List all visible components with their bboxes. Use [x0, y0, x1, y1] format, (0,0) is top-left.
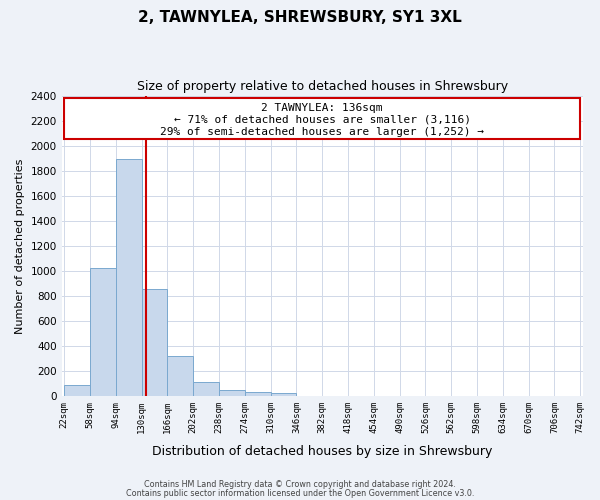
- Text: Contains public sector information licensed under the Open Government Licence v3: Contains public sector information licen…: [126, 488, 474, 498]
- Text: 2 TAWNYLEA: 136sqm: 2 TAWNYLEA: 136sqm: [262, 103, 383, 113]
- Bar: [245, 392, 271, 396]
- Bar: [64, 385, 90, 396]
- Bar: [116, 160, 142, 396]
- FancyBboxPatch shape: [64, 98, 580, 140]
- Bar: [142, 288, 167, 397]
- X-axis label: Distribution of detached houses by size in Shrewsbury: Distribution of detached houses by size …: [152, 444, 493, 458]
- Bar: [219, 390, 245, 396]
- Text: Contains HM Land Registry data © Crown copyright and database right 2024.: Contains HM Land Registry data © Crown c…: [144, 480, 456, 489]
- Bar: [271, 393, 296, 396]
- Text: 29% of semi-detached houses are larger (1,252) →: 29% of semi-detached houses are larger (…: [160, 126, 484, 136]
- Bar: [167, 356, 193, 397]
- Text: 2, TAWNYLEA, SHREWSBURY, SY1 3XL: 2, TAWNYLEA, SHREWSBURY, SY1 3XL: [138, 10, 462, 25]
- Title: Size of property relative to detached houses in Shrewsbury: Size of property relative to detached ho…: [137, 80, 508, 93]
- Y-axis label: Number of detached properties: Number of detached properties: [15, 158, 25, 334]
- Text: ← 71% of detached houses are smaller (3,116): ← 71% of detached houses are smaller (3,…: [174, 115, 471, 125]
- Bar: [193, 382, 219, 396]
- Bar: [90, 268, 116, 396]
